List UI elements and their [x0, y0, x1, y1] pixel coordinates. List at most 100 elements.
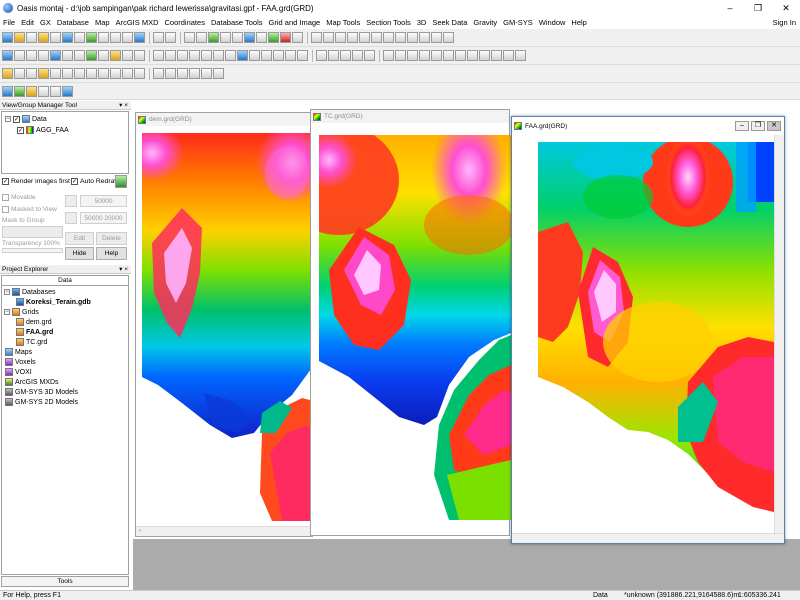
collapse-icon[interactable]: − — [4, 289, 10, 295]
globe-icon[interactable] — [237, 50, 248, 61]
faa-restore-button[interactable]: ❐ — [751, 121, 765, 131]
section-8-icon[interactable] — [395, 32, 406, 43]
render-images-first-checkbox[interactable]: ✓ — [2, 178, 9, 185]
tc-grid-map[interactable] — [319, 135, 511, 520]
auto-redraw-checkbox[interactable]: ✓ — [71, 178, 78, 185]
transparency-slider[interactable] — [2, 248, 63, 253]
row-icon[interactable] — [184, 32, 195, 43]
save-project-icon[interactable] — [26, 32, 37, 43]
draw-polygon-icon[interactable] — [419, 50, 430, 61]
draw-spline-icon[interactable] — [491, 50, 502, 61]
record-icon[interactable] — [280, 32, 291, 43]
view-node-data[interactable]: − ✓ Data — [5, 115, 47, 123]
select-icon[interactable] — [26, 50, 37, 61]
faa-grid-window[interactable]: FAA.grd(GRD) – ❐ ✕ — [511, 116, 785, 544]
section-9-icon[interactable] — [407, 32, 418, 43]
line-icon[interactable] — [220, 32, 231, 43]
menu-database[interactable]: Database — [56, 18, 89, 27]
scale-lock-icon[interactable] — [65, 195, 77, 207]
tree-grids[interactable]: − Grids — [4, 308, 39, 316]
faa-minimize-button[interactable]: – — [735, 121, 749, 131]
menu-gravity[interactable]: Gravity — [473, 18, 498, 27]
menu-map[interactable]: Map — [94, 18, 110, 27]
draw-rectangle-icon[interactable] — [407, 50, 418, 61]
draw-image-icon[interactable] — [503, 50, 514, 61]
panel-pin-button[interactable]: ▾ × — [119, 102, 128, 109]
section-10-icon[interactable] — [419, 32, 430, 43]
db-tool-14-icon[interactable] — [165, 68, 176, 79]
menu-database-tools[interactable]: Database Tools — [210, 18, 263, 27]
dem-grid-titlebar[interactable]: dem.grd(GRD) — [136, 113, 312, 126]
menu-gm-sys[interactable]: GM-SYS — [503, 18, 533, 27]
zoom-full-icon[interactable] — [165, 50, 176, 61]
tree-arcgis-mxds[interactable]: ArcGIS MXDs — [5, 378, 59, 386]
db-tool-2-icon[interactable] — [14, 68, 25, 79]
tree-maps[interactable]: Maps — [5, 348, 32, 356]
db-tool-11-icon[interactable] — [122, 68, 133, 79]
dem-grid-window[interactable]: dem.grd(GRD) ‹ — [135, 112, 314, 537]
tc-grid-titlebar[interactable]: TC.grd(GRD) — [311, 110, 509, 123]
menu-gx[interactable]: GX — [40, 18, 51, 27]
faa-grid-titlebar[interactable]: FAA.grd(GRD) – ❐ ✕ — [512, 117, 784, 135]
menu-help[interactable]: Help — [571, 18, 587, 27]
menu-grid-and-image[interactable]: Grid and Image — [268, 18, 321, 27]
db-tool-15-icon[interactable] — [177, 68, 188, 79]
menu-section-tools[interactable]: Section Tools — [366, 18, 411, 27]
refresh-icon[interactable] — [134, 32, 145, 43]
tree-databases[interactable]: − Databases — [4, 288, 55, 296]
section-3-icon[interactable] — [335, 32, 346, 43]
draw-circle-icon[interactable] — [431, 50, 442, 61]
minimize-button[interactable]: – — [727, 3, 733, 13]
edit-button[interactable]: Edit — [65, 232, 94, 245]
db-tool-5-icon[interactable] — [50, 68, 61, 79]
target-tool-2-icon[interactable] — [14, 85, 25, 97]
auto-redraw-option[interactable]: ✓ Auto Redraw — [71, 178, 119, 185]
render-images-first-option[interactable]: ✓ Render images first — [2, 178, 70, 185]
link-icon[interactable] — [153, 32, 164, 43]
db-tool-10-icon[interactable] — [110, 68, 121, 79]
draw-polyline-icon[interactable] — [395, 50, 406, 61]
panel-pin-button[interactable]: ▾ × — [119, 266, 128, 273]
dem-grid-map[interactable] — [142, 133, 314, 521]
section-7-icon[interactable] — [383, 32, 394, 43]
menu-map-tools[interactable]: Map Tools — [326, 18, 361, 27]
section-12-icon[interactable] — [443, 32, 454, 43]
view-visibility-checkbox[interactable]: ✓ — [13, 115, 20, 123]
channel-icon[interactable] — [208, 32, 219, 43]
pan-icon[interactable] — [62, 50, 73, 61]
faa-horizontal-scrollbar[interactable] — [512, 533, 784, 543]
tree-voxi[interactable]: VOXI — [5, 368, 32, 376]
db-tool-12-icon[interactable] — [134, 68, 145, 79]
group-visibility-checkbox[interactable]: ✓ — [17, 126, 24, 134]
help-button[interactable]: Help — [96, 247, 127, 260]
target-tool-3-icon[interactable] — [26, 85, 37, 97]
grid-view-icon[interactable] — [98, 50, 109, 61]
draw-line-icon[interactable] — [383, 50, 394, 61]
draw-symbol-icon[interactable] — [479, 50, 490, 61]
tree-voxels[interactable]: Voxels — [5, 358, 36, 366]
group-node-agg-faa[interactable]: ✓ AGG_FAA — [17, 126, 69, 134]
tc-grid-window[interactable]: TC.grd(GRD) — [310, 109, 511, 536]
group-icon[interactable] — [201, 50, 212, 61]
tree-gmsys-2d[interactable]: GM-SYS 2D Models — [5, 398, 78, 406]
sign-in-link[interactable]: Sign In — [772, 18, 796, 27]
target-tool-1-icon[interactable] — [2, 85, 13, 97]
faa-close-button[interactable]: ✕ — [767, 121, 781, 131]
move-icon[interactable] — [213, 50, 224, 61]
symbol-icon[interactable] — [285, 50, 296, 61]
layers-icon[interactable] — [86, 50, 97, 61]
legend-icon[interactable] — [134, 50, 145, 61]
restore-button[interactable]: ❐ — [753, 2, 763, 13]
draw-more-icon[interactable] — [515, 50, 526, 61]
zoom-window-icon[interactable] — [153, 50, 164, 61]
db-tool-16-icon[interactable] — [189, 68, 200, 79]
target-tool-4-icon[interactable] — [38, 85, 49, 97]
draw-arc-icon[interactable] — [455, 50, 466, 61]
hash-icon[interactable] — [340, 50, 351, 61]
menu-seek-data[interactable]: Seek Data — [432, 18, 468, 27]
info-icon[interactable] — [74, 50, 85, 61]
tab-tools[interactable]: Tools — [1, 576, 129, 587]
new-database-icon[interactable] — [38, 32, 49, 43]
tree-gmsys-3d[interactable]: GM-SYS 3D Models — [5, 388, 78, 396]
movable-checkbox[interactable] — [2, 194, 9, 201]
